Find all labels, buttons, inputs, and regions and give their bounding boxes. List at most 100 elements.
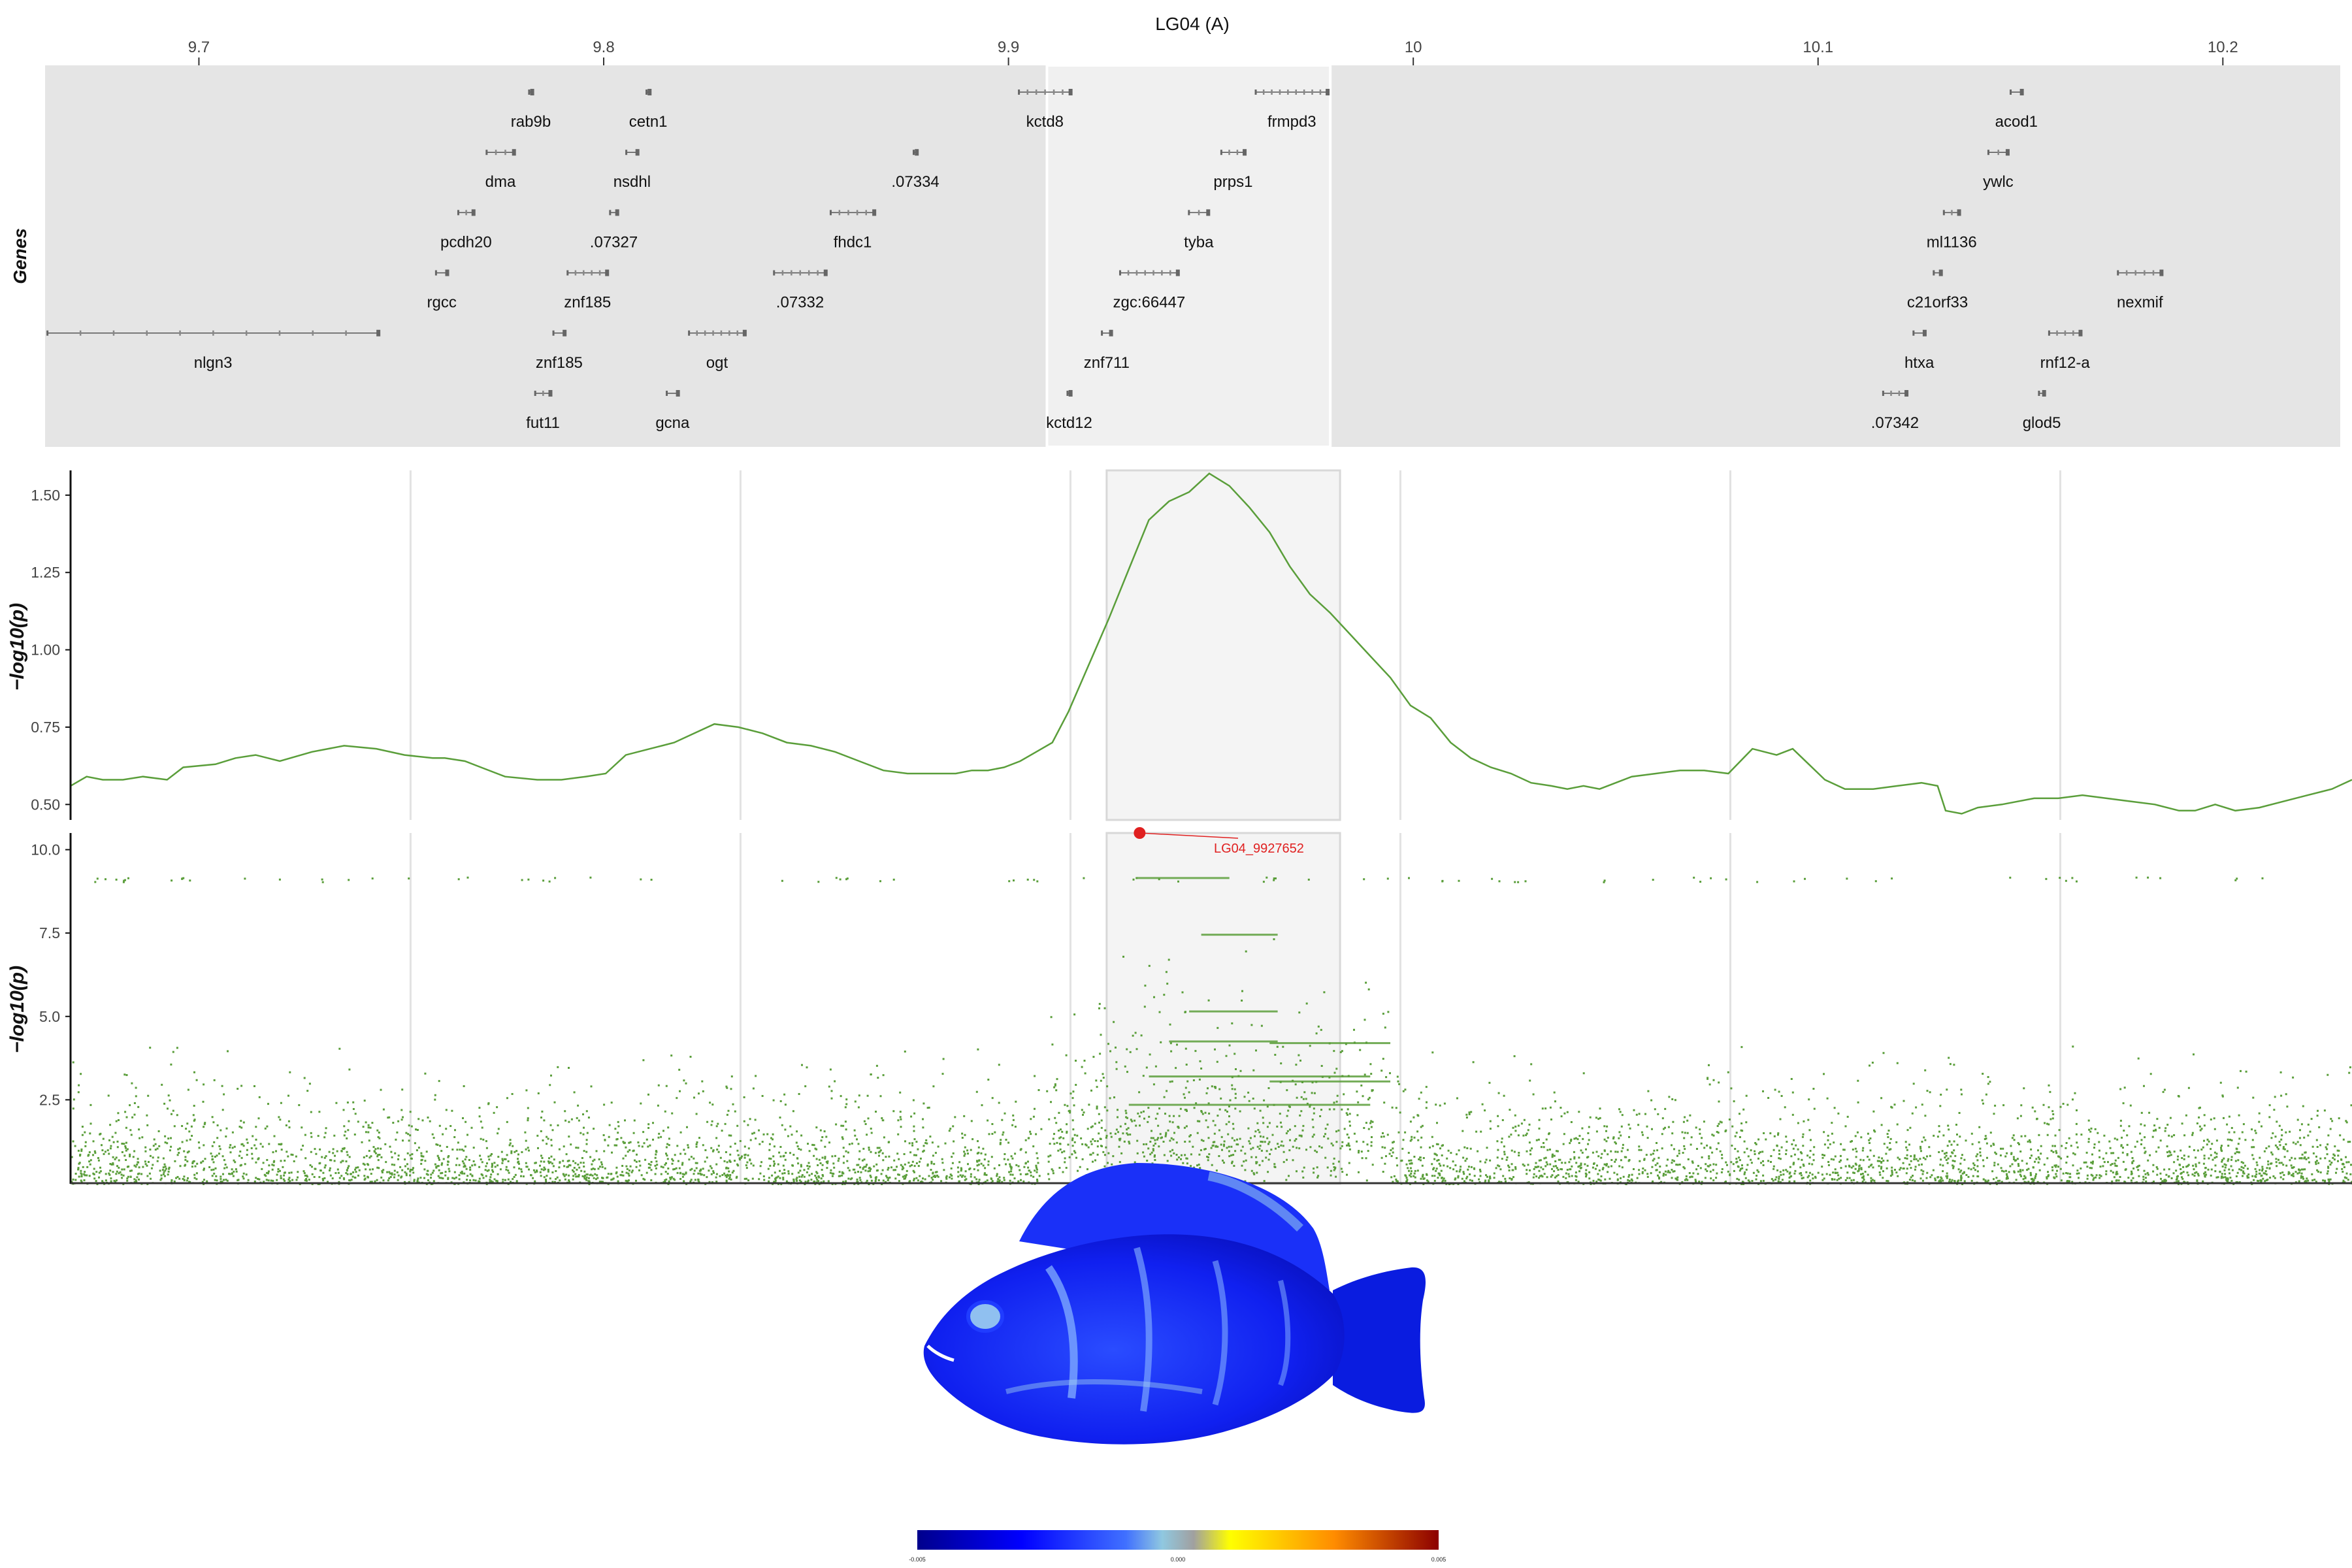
gene-end-exon [676, 390, 680, 397]
top-snp-point [1134, 827, 1146, 839]
gene-label: znf185 [564, 294, 611, 312]
gene-exon [1198, 210, 1200, 216]
gene-exon [2152, 270, 2155, 276]
gene-exon [1035, 90, 1037, 95]
gene-exon [245, 330, 248, 336]
gene-label: nexmif [2117, 294, 2163, 312]
gene-exon [598, 270, 601, 276]
gene-label: rgcc [427, 294, 457, 312]
gene-label: fut11 [526, 414, 560, 432]
gene-exon [312, 330, 314, 336]
scatter-chart-grid [409, 833, 2061, 1183]
gene-x-tick-label: 10 [1405, 39, 1422, 56]
gene-label: .07327 [590, 233, 638, 251]
gene-exon [179, 330, 181, 336]
gene-start-exon [1882, 391, 1884, 396]
gene-exon [1898, 391, 1901, 396]
gene-label: glod5 [2023, 414, 2061, 432]
gene-label: tyba [1184, 233, 1214, 251]
scatter-chart-y-label: −log10(p) [7, 966, 28, 1053]
gene-exon [1228, 150, 1230, 155]
gene-exon [1311, 90, 1313, 95]
gene-end-exon [512, 149, 516, 156]
gene-tyba: tyba [1184, 209, 1214, 251]
gene-cetn1: cetn1 [629, 89, 668, 131]
gene-exon [696, 330, 698, 336]
gene-exon [1161, 270, 1163, 276]
gene-frmpd3: frmpd3 [1254, 89, 1330, 131]
gene-exon [79, 330, 82, 336]
gene-exon [817, 270, 819, 276]
gene-exon [1026, 90, 1029, 95]
gene-label: frmpd3 [1267, 113, 1316, 131]
gene-exon [1890, 391, 1892, 396]
line-y-tick-label: 1.00 [31, 642, 60, 659]
gene-label: htxa [1904, 354, 1935, 372]
gene-start-exon [666, 391, 668, 396]
gene-prps1: prps1 [1213, 149, 1252, 191]
gene-ogt: ogt [688, 329, 747, 372]
gene-exon [574, 270, 577, 276]
gene-label: nsdhl [613, 173, 651, 191]
gene-label: zgc:66447 [1113, 294, 1186, 312]
gene-end-exon [2005, 149, 2010, 156]
scatter-chart-y-axis: 2.5 5.0 7.5 10.0 [31, 841, 71, 1108]
gene-exon [1287, 90, 1289, 95]
gene-start-exon [1933, 270, 1935, 276]
gene-start-exon [485, 150, 488, 155]
gene-exon [838, 210, 841, 216]
gene-label: kctd12 [1046, 414, 1092, 432]
fish-mouth [926, 1345, 955, 1362]
gene-end-exon [823, 269, 828, 276]
fish-pattern-band-1 [1045, 1265, 1078, 1399]
gene-znf185: znf185 [536, 329, 583, 372]
gene-07327: .07327 [590, 209, 638, 251]
gene-start-exon [1942, 210, 1945, 216]
gene-exon [1135, 270, 1138, 276]
fish-scale-texture [1207, 1171, 1303, 1232]
gene-start-exon [773, 270, 776, 276]
gene-end-exon [548, 390, 553, 397]
gene-track-x-axis: 9.7 9.8 9.9 10 10.1 10.2 [188, 39, 2238, 65]
line-y-tick-label: 1.50 [31, 487, 60, 504]
gene-start-exon [457, 210, 459, 216]
gene-exon [1997, 150, 1999, 155]
gene-exon [465, 210, 467, 216]
gene-label: ml1136 [1927, 233, 1977, 251]
gene-ml1136: ml1136 [1927, 209, 1977, 251]
fish-tail [1333, 1267, 1426, 1413]
line-series [70, 472, 2352, 815]
gene-label: ywlc [1983, 173, 2014, 191]
snp-tied-band [1128, 1103, 1371, 1106]
gene-exon [2134, 270, 2136, 276]
gene-exon [1127, 270, 1130, 276]
gene-nsdhl: nsdhl [613, 149, 651, 191]
gene-exon [791, 270, 792, 276]
gene-exon [856, 210, 858, 216]
gene-end-exon [376, 329, 381, 336]
gene-end-exon [530, 89, 534, 95]
gene-exon [2072, 330, 2074, 336]
gene-end-exon [1068, 390, 1073, 397]
gene-glod5: glod5 [2023, 390, 2061, 432]
gene-start-exon [1220, 150, 1222, 155]
fish-eye [966, 1300, 1004, 1333]
gene-exon [1053, 90, 1055, 95]
gene-label: ogt [706, 354, 728, 372]
gene-end-exon [1957, 209, 1961, 216]
gene-htxa: htxa [1904, 329, 1935, 372]
line-chart-grid [409, 470, 2061, 820]
gene-07334: .07334 [891, 149, 939, 191]
gene-marks: rab9b cetn1 kctd8 frmpd3 acod1 dma nsdhl .07334… [46, 89, 2164, 432]
gene-exon [2064, 330, 2066, 336]
gene-label: .07332 [776, 294, 824, 312]
gene-end-exon [1904, 390, 1909, 397]
gene-end-exon [872, 209, 877, 216]
gene-label: rab9b [511, 113, 551, 131]
gene-label: rnf12-a [2040, 354, 2091, 372]
gene-start-exon [534, 391, 536, 396]
colorbar-gradient [917, 1530, 1439, 1550]
gene-end-exon [647, 89, 652, 95]
gene-znf185: znf185 [564, 269, 611, 312]
gene-start-exon [1119, 270, 1121, 276]
